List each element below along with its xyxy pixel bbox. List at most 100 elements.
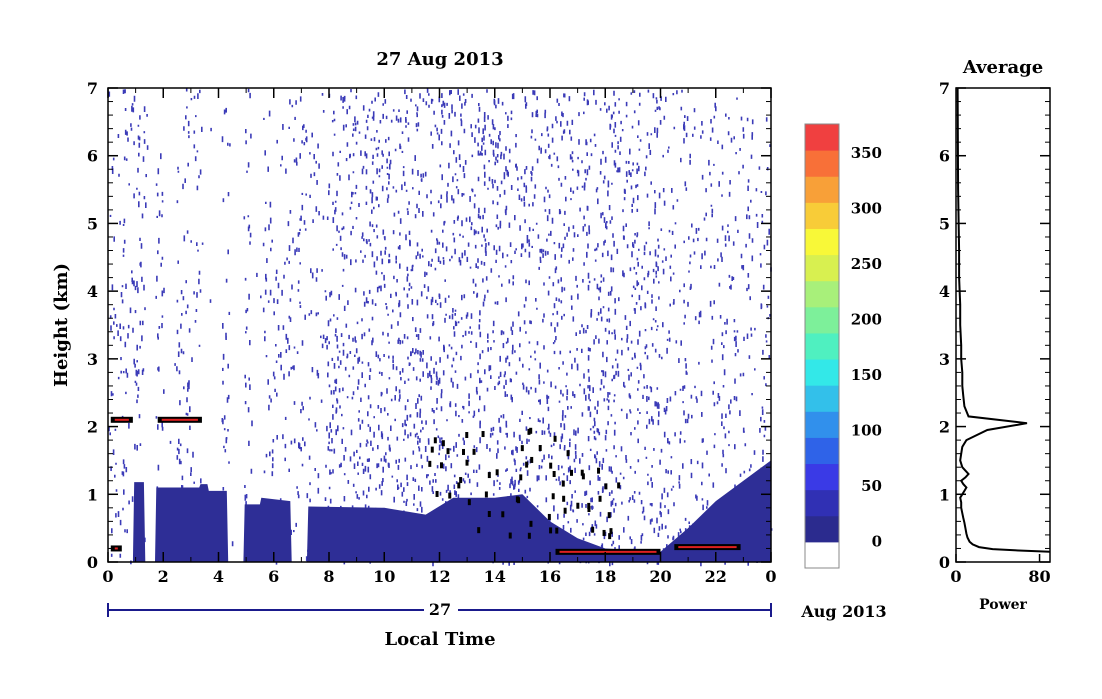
echo-blob — [547, 513, 551, 520]
echo-blob — [538, 445, 542, 452]
y-tick-label: 6 — [87, 147, 98, 166]
colorbar-tick-label: 0 — [872, 532, 882, 550]
echo-blob — [602, 529, 606, 536]
avg-y-tick-label: 6 — [939, 147, 950, 166]
colorbar-segment — [805, 124, 839, 151]
echo-blob — [553, 435, 557, 442]
y-tick-label: 0 — [87, 553, 98, 572]
echo-blob — [520, 445, 524, 452]
main-y-axis: 0 1 2 3 4 5 6 7 — [87, 79, 771, 572]
echo-blob — [591, 526, 595, 533]
colorbar-segment — [805, 463, 839, 491]
echo-blob — [529, 427, 533, 434]
echo-blob — [555, 527, 559, 534]
colorbar-tick-label: 200 — [851, 310, 882, 328]
date-bar-day-label: 27 — [429, 600, 451, 619]
colorbar-segment — [805, 254, 839, 282]
colorbar-segment — [805, 332, 839, 360]
echo-blob — [495, 469, 499, 476]
average-power-line — [956, 87, 1051, 553]
echo-blob — [519, 474, 523, 481]
echo-blob — [433, 437, 437, 444]
date-bar-month-label: Aug 2013 — [800, 602, 886, 621]
colorbar-segment — [805, 280, 839, 308]
echo-blob — [465, 432, 469, 439]
x-tick-label: 16 — [539, 567, 561, 586]
echo-layer-core — [678, 546, 737, 549]
echo-blob — [563, 507, 567, 514]
date-bar: 27 Aug 2013 — [107, 600, 887, 621]
colorbar: 0 50 100 150 200 250 300 350 — [804, 123, 882, 569]
average-profile-plot: Average 0 1 2 3 4 5 6 7 0 80 Power — [939, 57, 1051, 613]
x-tick-label: 10 — [373, 567, 395, 586]
echo-blob — [508, 532, 512, 539]
avg-x-tick-label: 0 — [950, 567, 961, 586]
average-x-axis-label: Power — [979, 597, 1027, 613]
echo-blob — [587, 506, 591, 513]
echo-blob — [448, 492, 452, 499]
x-tick-label: 8 — [323, 567, 334, 586]
y-tick-label: 2 — [87, 418, 98, 437]
echo-blob — [549, 462, 553, 469]
echo-layer-core — [114, 547, 118, 550]
echo-blob — [487, 510, 491, 517]
echo-blob — [552, 470, 556, 477]
echo-blob — [484, 491, 488, 498]
echo-blob — [561, 480, 565, 487]
colorbar-tick-label: 300 — [851, 199, 882, 217]
echo-blob — [604, 483, 608, 490]
x-tick-label: 20 — [649, 567, 671, 586]
main-x-axis-label: Local Time — [384, 629, 495, 650]
echo-blob — [562, 495, 566, 502]
echo-blob — [598, 495, 602, 502]
echo-blob — [566, 450, 570, 457]
y-tick-label: 4 — [87, 282, 98, 301]
echo-blob — [462, 448, 466, 455]
echo-blob — [487, 472, 491, 479]
avg-y-tick-label: 4 — [939, 282, 950, 301]
echo-blob — [435, 490, 439, 497]
x-tick-label: 0 — [102, 567, 113, 586]
echo-blob — [581, 473, 585, 480]
x-tick-label: 0 — [765, 567, 776, 586]
echo-blob — [525, 461, 529, 468]
x-tick-label: 2 — [158, 567, 169, 586]
average-axes: 0 1 2 3 4 5 6 7 0 80 — [939, 79, 1051, 586]
echo-blob — [517, 497, 521, 504]
colorbar-tick-label: 50 — [861, 477, 882, 495]
y-tick-label: 1 — [87, 485, 98, 504]
echo-blob — [465, 459, 469, 466]
x-tick-label: 12 — [428, 567, 450, 586]
colorbar-frame — [804, 123, 840, 569]
low-echo-region — [108, 460, 771, 562]
echo-blob — [446, 448, 450, 455]
colorbar-segment — [805, 385, 839, 412]
echo-blob — [530, 456, 534, 463]
average-frame — [955, 87, 1051, 563]
colorbar-segment — [805, 411, 839, 438]
colorbar-segment — [805, 176, 839, 203]
echo-blob — [501, 511, 505, 518]
echo-blob — [597, 467, 601, 474]
echo-blob — [529, 520, 533, 527]
y-tick-label: 5 — [87, 214, 98, 233]
x-tick-label: 4 — [213, 567, 224, 586]
average-title: Average — [962, 57, 1043, 78]
avg-x-tick-label: 80 — [1028, 567, 1050, 586]
avg-y-tick-label: 3 — [939, 350, 950, 369]
colorbar-tick-label: 350 — [851, 144, 882, 162]
x-tick-label: 14 — [484, 567, 506, 586]
x-tick-label: 22 — [705, 567, 727, 586]
avg-y-tick-label: 2 — [939, 418, 950, 437]
echo-blob — [439, 462, 443, 469]
echo-blob — [527, 532, 531, 539]
echo-blob — [551, 493, 555, 500]
echo-blob — [527, 428, 531, 435]
echo-blob — [570, 469, 574, 476]
main-title: 27 Aug 2013 — [376, 49, 503, 70]
colorbar-segment — [805, 306, 839, 334]
echo-blob — [481, 431, 485, 438]
echo-blob — [430, 446, 434, 453]
